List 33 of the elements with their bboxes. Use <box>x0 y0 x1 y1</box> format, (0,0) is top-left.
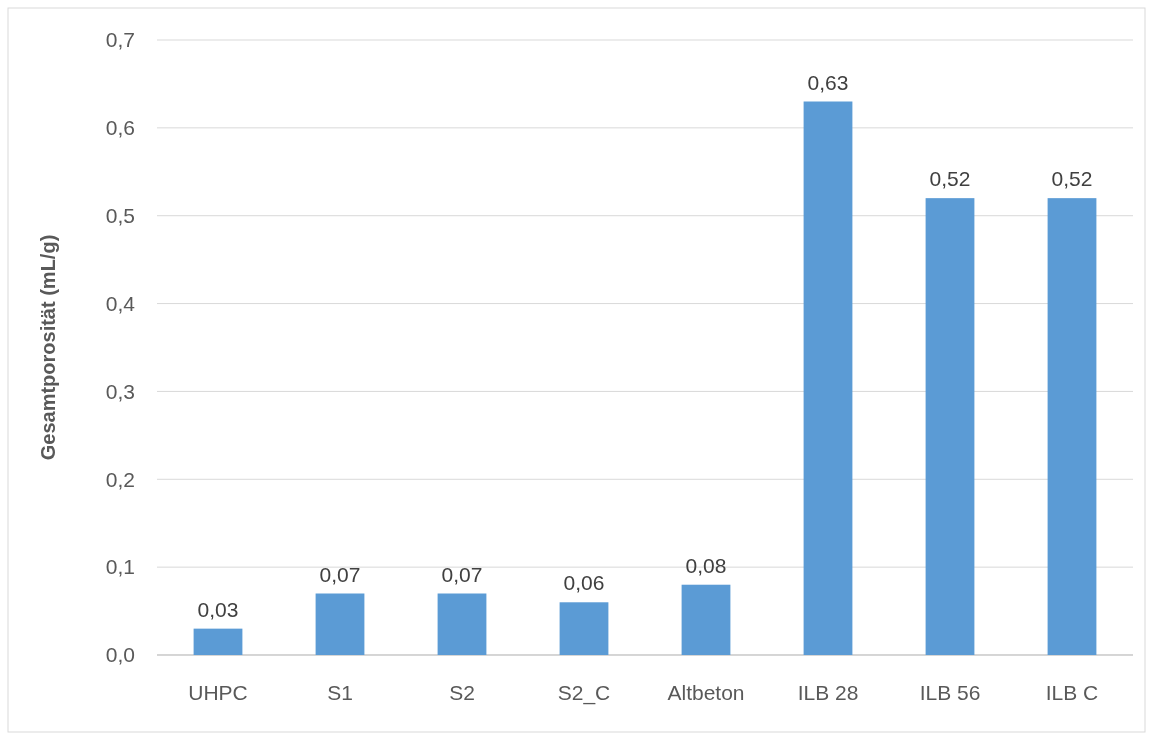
y-tick-label: 0,6 <box>105 116 135 140</box>
y-tick-label: 0,4 <box>105 291 136 315</box>
bar <box>803 101 853 655</box>
data-label: 0,63 <box>807 70 849 94</box>
bar <box>437 593 487 655</box>
bar <box>193 628 243 655</box>
bar <box>1047 198 1097 655</box>
x-tick-label: S2_C <box>557 681 611 705</box>
bar <box>681 584 731 655</box>
data-label: 0,03 <box>197 597 239 621</box>
data-label: 0,06 <box>563 571 605 595</box>
data-label: 0,07 <box>441 562 483 586</box>
y-tick-label: 0,0 <box>105 643 135 667</box>
bar <box>559 602 609 655</box>
data-label: 0,52 <box>929 167 971 191</box>
y-tick-label: 0,1 <box>105 555 135 579</box>
x-tick-label: ILB 28 <box>797 681 859 704</box>
x-tick-label: S1 <box>327 681 353 704</box>
x-tick-label: S2 <box>449 681 475 704</box>
y-axis-title: Gesamtporosität (mL/g) <box>37 234 59 461</box>
x-tick-label: ILB C <box>1045 681 1099 704</box>
data-label: 0,07 <box>319 562 361 586</box>
y-tick-label: 0,5 <box>105 204 135 228</box>
y-tick-label: 0,3 <box>105 379 135 403</box>
y-tick-label: 0,2 <box>105 467 135 491</box>
y-tick-label: 0,7 <box>105 28 135 52</box>
data-label: 0,08 <box>685 553 727 577</box>
bar <box>925 198 975 655</box>
x-tick-label: Altbeton <box>667 681 745 704</box>
x-tick-label: ILB 56 <box>919 681 981 704</box>
x-tick-label: UHPC <box>188 681 248 704</box>
data-label: 0,52 <box>1051 167 1093 191</box>
bar <box>315 593 365 655</box>
